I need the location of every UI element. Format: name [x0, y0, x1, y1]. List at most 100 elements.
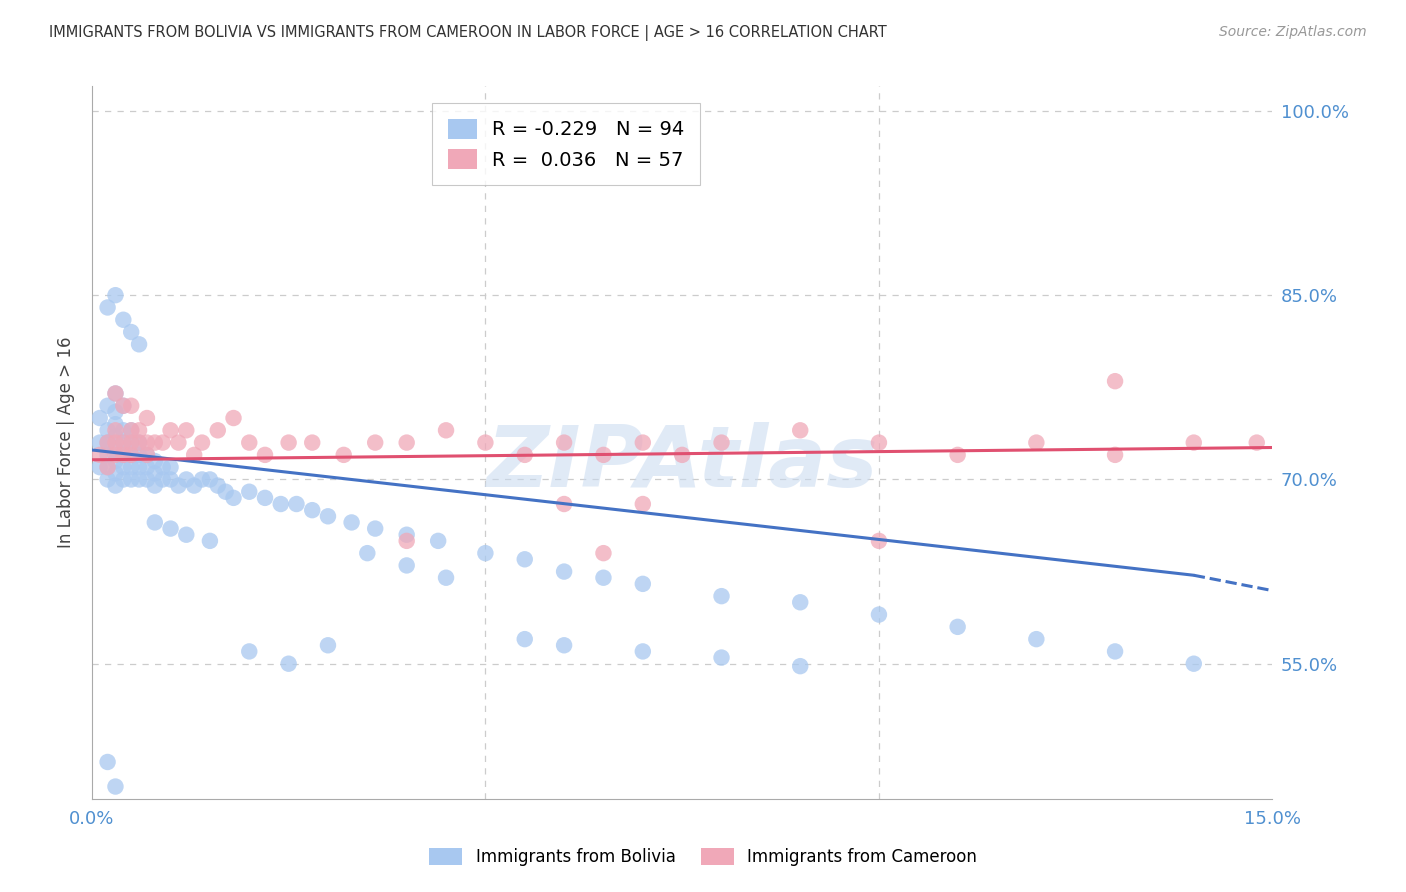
- Point: [395, 527, 418, 541]
- Point: [136, 411, 159, 425]
- Point: [946, 620, 969, 634]
- Text: IMMIGRANTS FROM BOLIVIA VS IMMIGRANTS FROM CAMEROON IN LABOR FORCE | AGE > 16 CO: IMMIGRANTS FROM BOLIVIA VS IMMIGRANTS FR…: [49, 25, 887, 41]
- Point: [104, 405, 127, 419]
- Point: [112, 399, 135, 413]
- Point: [97, 435, 120, 450]
- Point: [789, 595, 811, 609]
- Point: [592, 448, 614, 462]
- Point: [136, 435, 159, 450]
- Point: [104, 435, 127, 450]
- Point: [167, 478, 190, 492]
- Point: [128, 337, 150, 351]
- Point: [120, 448, 142, 462]
- Point: [159, 460, 181, 475]
- Point: [1104, 374, 1126, 388]
- Point: [89, 411, 111, 425]
- Point: [253, 491, 276, 505]
- Point: [513, 552, 536, 566]
- Point: [120, 325, 142, 339]
- Point: [631, 577, 654, 591]
- Point: [120, 423, 142, 437]
- Point: [395, 558, 418, 573]
- Point: [710, 589, 733, 603]
- Point: [631, 644, 654, 658]
- Point: [183, 478, 205, 492]
- Point: [89, 460, 111, 475]
- Point: [1025, 435, 1047, 450]
- Point: [97, 399, 120, 413]
- Point: [207, 423, 229, 437]
- Point: [671, 448, 693, 462]
- Point: [112, 435, 135, 450]
- Point: [128, 448, 150, 462]
- Point: [112, 435, 135, 450]
- Point: [183, 448, 205, 462]
- Point: [104, 448, 127, 462]
- Point: [128, 423, 150, 437]
- Point: [1104, 448, 1126, 462]
- Point: [474, 546, 496, 560]
- Point: [285, 497, 308, 511]
- Point: [97, 448, 120, 462]
- Point: [97, 472, 120, 486]
- Point: [136, 448, 159, 462]
- Point: [89, 448, 111, 462]
- Point: [112, 399, 135, 413]
- Point: [191, 435, 214, 450]
- Point: [553, 565, 575, 579]
- Point: [277, 435, 299, 450]
- Point: [143, 467, 166, 481]
- Point: [89, 435, 111, 450]
- Point: [176, 472, 198, 486]
- Point: [112, 472, 135, 486]
- Legend: Immigrants from Bolivia, Immigrants from Cameroon: Immigrants from Bolivia, Immigrants from…: [422, 841, 984, 873]
- Point: [198, 472, 221, 486]
- Point: [364, 435, 387, 450]
- Point: [120, 448, 142, 462]
- Point: [238, 484, 260, 499]
- Point: [143, 516, 166, 530]
- Point: [427, 533, 450, 548]
- Point: [356, 546, 378, 560]
- Point: [159, 522, 181, 536]
- Point: [104, 386, 127, 401]
- Point: [1104, 644, 1126, 658]
- Point: [868, 435, 890, 450]
- Point: [513, 632, 536, 647]
- Point: [364, 522, 387, 536]
- Point: [191, 472, 214, 486]
- Point: [710, 650, 733, 665]
- Point: [120, 460, 142, 475]
- Point: [143, 478, 166, 492]
- Point: [316, 638, 339, 652]
- Point: [238, 435, 260, 450]
- Point: [97, 301, 120, 315]
- Legend: R = -0.229   N = 94, R =  0.036   N = 57: R = -0.229 N = 94, R = 0.036 N = 57: [432, 103, 700, 186]
- Point: [332, 448, 354, 462]
- Point: [1246, 435, 1268, 450]
- Point: [128, 472, 150, 486]
- Point: [1025, 632, 1047, 647]
- Point: [152, 460, 174, 475]
- Point: [120, 472, 142, 486]
- Point: [128, 460, 150, 475]
- Point: [395, 435, 418, 450]
- Text: ZIPAtlas: ZIPAtlas: [486, 423, 877, 506]
- Point: [120, 399, 142, 413]
- Point: [143, 435, 166, 450]
- Point: [553, 497, 575, 511]
- Point: [167, 435, 190, 450]
- Point: [222, 411, 245, 425]
- Point: [97, 435, 120, 450]
- Point: [474, 435, 496, 450]
- Point: [104, 429, 127, 443]
- Point: [270, 497, 292, 511]
- Point: [104, 386, 127, 401]
- Point: [789, 423, 811, 437]
- Y-axis label: In Labor Force | Age > 16: In Labor Force | Age > 16: [58, 337, 75, 549]
- Point: [710, 435, 733, 450]
- Point: [120, 423, 142, 437]
- Point: [513, 448, 536, 462]
- Point: [104, 423, 127, 437]
- Point: [868, 533, 890, 548]
